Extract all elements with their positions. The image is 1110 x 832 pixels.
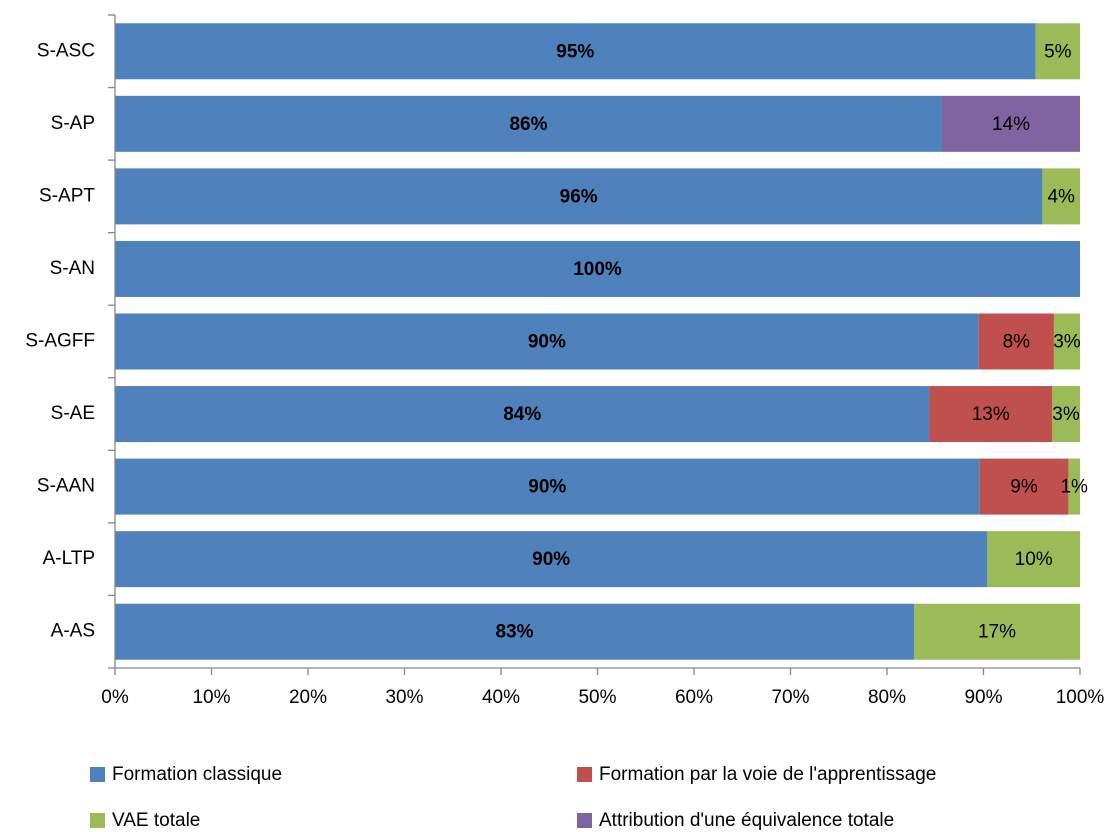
data-label: 4% xyxy=(1047,186,1075,207)
data-label: 84% xyxy=(503,404,541,425)
bar-segment xyxy=(914,603,1080,660)
y-tick-label: S-AGFF xyxy=(25,331,95,352)
data-label: 83% xyxy=(495,622,533,643)
bar-segment xyxy=(115,240,1080,297)
x-tick-label: 0% xyxy=(101,687,129,708)
legend-label: Formation par la voie de l'apprentissage xyxy=(599,764,936,785)
bar-segment xyxy=(115,386,930,443)
legend-label: Attribution d'une équivalence totale xyxy=(599,810,894,831)
bar-segment xyxy=(929,386,1053,443)
y-tick-label: S-AN xyxy=(50,258,95,279)
y-tick-label: S-ASC xyxy=(37,40,95,61)
y-tick-label: S-AAN xyxy=(37,476,95,497)
bar-segment xyxy=(1068,458,1080,515)
bar-segment xyxy=(115,95,943,152)
data-label: 8% xyxy=(1003,332,1031,353)
bar-segment xyxy=(942,95,1080,152)
bar-segment xyxy=(115,313,979,370)
x-tick-label: 30% xyxy=(385,687,423,708)
data-label: 90% xyxy=(532,549,570,570)
y-tick-label: S-AP xyxy=(51,113,95,134)
bar-segment xyxy=(115,168,1043,225)
data-label: 14% xyxy=(992,114,1030,135)
y-tick-label: A-LTP xyxy=(43,548,95,569)
data-label: 86% xyxy=(509,114,547,135)
data-label: 5% xyxy=(1044,41,1072,62)
data-label: 13% xyxy=(972,404,1010,425)
bar-segment xyxy=(1052,386,1080,443)
data-label: 90% xyxy=(528,332,566,353)
bar-segment xyxy=(978,313,1054,370)
legend-swatch xyxy=(90,813,105,828)
data-label: 17% xyxy=(978,622,1016,643)
bar-segment xyxy=(987,531,1080,588)
bar-segment xyxy=(115,23,1036,80)
x-tick-label: 100% xyxy=(1056,687,1105,708)
y-tick-label: S-APT xyxy=(39,185,95,206)
data-label: 96% xyxy=(560,186,598,207)
x-tick-label: 50% xyxy=(578,687,616,708)
data-label: 9% xyxy=(1010,477,1038,498)
bar-segment xyxy=(115,603,915,660)
data-label: 1% xyxy=(1060,477,1088,498)
legend-swatch xyxy=(577,767,592,782)
x-tick-label: 90% xyxy=(964,687,1002,708)
y-tick-label: A-AS xyxy=(51,621,95,642)
bar-segment xyxy=(1042,168,1080,225)
x-tick-label: 40% xyxy=(482,687,520,708)
legend-swatch xyxy=(577,813,592,828)
data-label: 3% xyxy=(1052,404,1080,425)
bar-segment xyxy=(115,531,988,588)
data-label: 95% xyxy=(556,41,594,62)
bar-segment xyxy=(1053,313,1080,370)
x-tick-label: 80% xyxy=(868,687,906,708)
y-tick-label: S-AE xyxy=(51,403,95,424)
data-label: 3% xyxy=(1053,332,1081,353)
x-tick-label: 70% xyxy=(771,687,809,708)
legend-label: VAE totale xyxy=(112,810,200,831)
x-tick-label: 20% xyxy=(289,687,327,708)
x-tick-label: 60% xyxy=(675,687,713,708)
data-label: 100% xyxy=(573,259,622,280)
x-tick-label: 10% xyxy=(192,687,230,708)
legend-label: Formation classique xyxy=(112,764,282,785)
data-label: 90% xyxy=(528,477,566,498)
bar-segment xyxy=(1035,23,1080,80)
bar-segment xyxy=(979,458,1069,515)
data-label: 10% xyxy=(1015,549,1053,570)
bar-segment xyxy=(115,458,980,515)
legend-swatch xyxy=(90,767,105,782)
